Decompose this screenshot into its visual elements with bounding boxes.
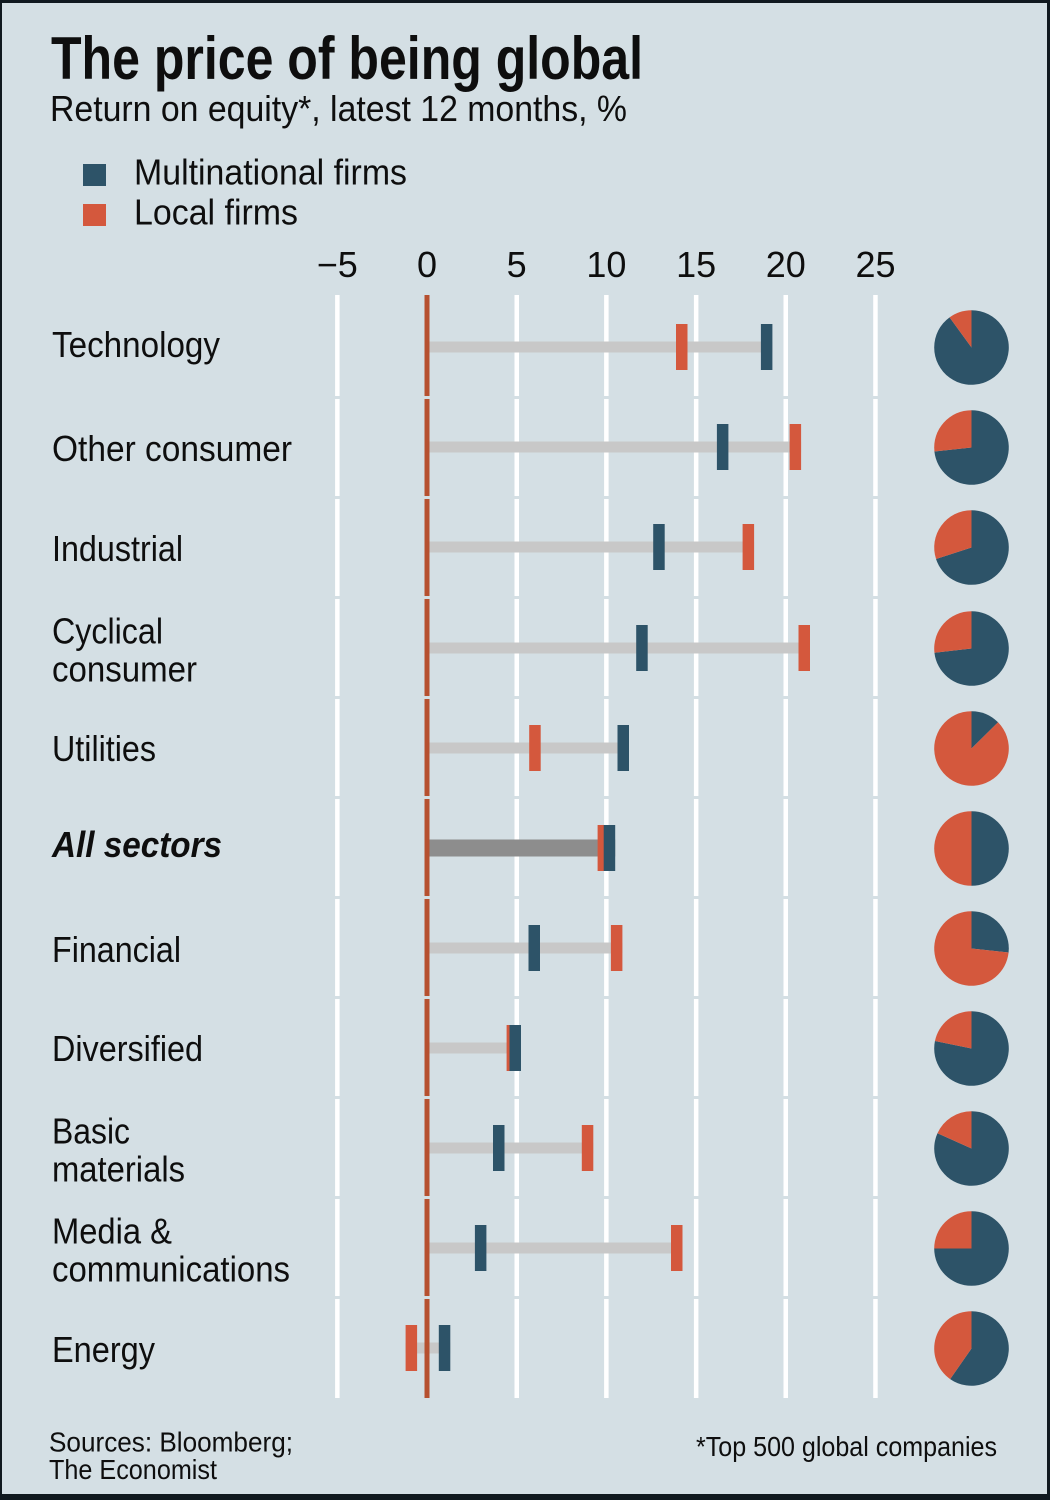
svg-text:All sectors: All sectors (51, 824, 222, 865)
svg-text:5: 5 (507, 244, 527, 285)
svg-text:Industrial: Industrial (52, 528, 183, 569)
svg-text:Utilities: Utilities (52, 728, 156, 769)
svg-text:Basic: Basic (52, 1111, 130, 1152)
svg-text:Cyclical: Cyclical (52, 611, 163, 652)
svg-text:*Top 500 global companies: *Top 500 global companies (696, 1431, 997, 1462)
svg-text:Diversified: Diversified (52, 1028, 203, 1069)
svg-text:Multinational firms: Multinational firms (134, 152, 407, 193)
svg-text:Technology: Technology (52, 324, 220, 365)
svg-text:consumer: consumer (52, 649, 197, 690)
svg-text:communications: communications (52, 1249, 290, 1290)
svg-text:Other consumer: Other consumer (52, 428, 292, 469)
svg-text:20: 20 (766, 244, 806, 285)
svg-text:Sources: Bloomberg;: Sources: Bloomberg; (49, 1427, 293, 1458)
svg-text:Return on equity*, latest 12 m: Return on equity*, latest 12 months, % (50, 88, 627, 129)
svg-text:Energy: Energy (52, 1329, 155, 1370)
svg-text:The price of being global: The price of being global (51, 25, 643, 92)
svg-text:15: 15 (676, 244, 716, 285)
svg-text:25: 25 (855, 244, 895, 285)
svg-text:Financial: Financial (52, 929, 181, 970)
svg-text:10: 10 (586, 244, 626, 285)
svg-text:Media &: Media & (52, 1211, 172, 1252)
svg-text:The Economist: The Economist (49, 1454, 217, 1485)
svg-text:Local firms: Local firms (134, 192, 298, 233)
svg-text:−5: −5 (317, 244, 358, 285)
svg-text:0: 0 (417, 244, 437, 285)
svg-text:materials: materials (52, 1149, 185, 1190)
